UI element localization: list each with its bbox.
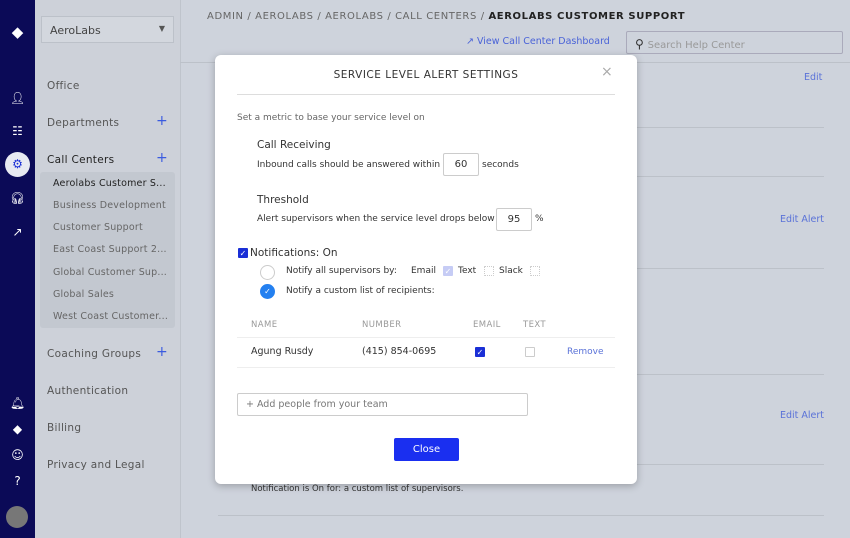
- call-center-item[interactable]: Business Development: [53, 200, 166, 211]
- recipient-text-checkbox[interactable]: [525, 347, 535, 357]
- edit-alert-link[interactable]: Edit Alert: [780, 214, 825, 225]
- text-checkbox[interactable]: [484, 266, 494, 276]
- headset-icon[interactable]: 🎧︎: [9, 191, 26, 205]
- trend-icon[interactable]: ↗: [12, 225, 23, 239]
- settings-sidebar: AeroLabs ▼ Office Departments + Call Cent…: [35, 0, 181, 538]
- company-select[interactable]: AeroLabs ▼: [41, 16, 174, 43]
- threshold-prefix: Alert supervisors when the service level…: [257, 214, 495, 224]
- column-header-number: NUMBER: [362, 320, 402, 330]
- notify-all-radio[interactable]: [260, 265, 275, 280]
- sidebar-item-coaching-groups[interactable]: Coaching Groups: [47, 348, 142, 360]
- recipient-number: (415) 854-0695: [362, 346, 437, 357]
- sidebar-item-authentication[interactable]: Authentication: [47, 385, 129, 397]
- divider: [237, 337, 615, 338]
- sidebar-item-call-centers[interactable]: Call Centers: [47, 154, 115, 166]
- email-option-label: Email: [411, 266, 436, 276]
- breadcrumb-current: AEROLABS CUSTOMER SUPPORT: [488, 11, 686, 22]
- search-icon: ⚲: [635, 37, 648, 51]
- divider: [218, 515, 824, 516]
- recipient-name: Agung Rusdy: [251, 346, 314, 357]
- add-department-icon[interactable]: +: [156, 113, 168, 129]
- percent-label: %: [535, 214, 544, 224]
- call-center-item[interactable]: Global Customer Sup...: [53, 267, 168, 278]
- add-coaching-group-icon[interactable]: +: [156, 344, 168, 360]
- sidebar-item-office[interactable]: Office: [47, 80, 80, 92]
- notify-custom-label: Notify a custom list of recipients:: [286, 286, 435, 296]
- column-header-text: TEXT: [523, 320, 547, 330]
- sidebar-item-departments[interactable]: Departments: [47, 117, 120, 129]
- remove-link[interactable]: Remove: [567, 347, 604, 357]
- divider: [237, 367, 615, 368]
- add-people-input[interactable]: + Add people from your team: [237, 393, 528, 416]
- slack-option-label: Slack: [499, 266, 523, 276]
- column-header-name: NAME: [251, 320, 278, 330]
- logo-icon[interactable]: ◆: [11, 23, 24, 41]
- call-receiving-heading: Call Receiving: [257, 139, 331, 151]
- threshold-input[interactable]: 95: [496, 208, 532, 231]
- breadcrumb: ADMIN / AEROLABS / AEROLABS / CALL CENTE…: [207, 11, 685, 22]
- call-center-item[interactable]: East Coast Support 2...: [53, 244, 167, 255]
- chevron-down-icon: ▼: [158, 24, 165, 33]
- notify-all-label: Notify all supervisors by:: [286, 266, 397, 276]
- sidebar-item-privacy[interactable]: Privacy and Legal: [47, 459, 145, 471]
- office-icon[interactable]: ☷: [12, 124, 23, 138]
- notification-summary: Notification is On for: a custom list of…: [251, 484, 464, 494]
- help-icon[interactable]: ?: [14, 474, 21, 488]
- breadcrumb-path[interactable]: ADMIN / AEROLABS / AEROLABS / CALL CENTE…: [207, 11, 489, 22]
- seconds-label: seconds: [482, 160, 519, 170]
- logo-small-icon[interactable]: ◆: [12, 422, 23, 436]
- call-center-list: Aerolabs Customer S... Business Developm…: [40, 172, 175, 328]
- modal-title: SERVICE LEVEL ALERT SETTINGS: [333, 69, 519, 81]
- call-center-item[interactable]: Aerolabs Customer S...: [53, 178, 166, 189]
- bell-icon[interactable]: 🔔︎: [9, 396, 26, 410]
- smiley-icon[interactable]: ☺: [11, 448, 24, 462]
- service-level-alert-modal: SERVICE LEVEL ALERT SETTINGS × Set a met…: [215, 55, 637, 484]
- add-call-center-icon[interactable]: +: [156, 150, 168, 166]
- search-placeholder: Search Help Center: [647, 40, 745, 51]
- notifications-checkbox[interactable]: ✓: [238, 248, 248, 258]
- user-icon[interactable]: 👤︎: [9, 91, 26, 105]
- recipient-email-checkbox[interactable]: ✓: [475, 347, 485, 357]
- company-name: AeroLabs: [50, 24, 101, 37]
- column-header-email: EMAIL: [473, 320, 501, 330]
- divider: [237, 94, 615, 95]
- answer-seconds-input[interactable]: 60: [443, 153, 479, 176]
- notifications-label: Notifications: On: [250, 247, 338, 259]
- call-center-item[interactable]: Global Sales: [53, 289, 115, 300]
- notify-custom-radio[interactable]: ✓: [260, 284, 275, 299]
- slack-checkbox[interactable]: [530, 266, 540, 276]
- icon-rail: ◆ 👤︎ ☷ ⚙ 🎧︎ ↗ 🔔︎ ◆ ☺ ?: [0, 0, 35, 538]
- sidebar-item-billing[interactable]: Billing: [47, 422, 82, 434]
- avatar[interactable]: [6, 506, 28, 528]
- gear-icon[interactable]: ⚙: [5, 152, 30, 177]
- text-option-label: Text: [458, 266, 477, 276]
- search-input[interactable]: ⚲ Search Help Center: [626, 31, 843, 54]
- call-receiving-prefix: Inbound calls should be answered within: [257, 160, 441, 170]
- edit-link[interactable]: Edit: [804, 72, 823, 83]
- email-checkbox[interactable]: ✓: [443, 266, 453, 276]
- dashboard-link[interactable]: ↗ View Call Center Dashboard: [466, 36, 610, 47]
- close-button[interactable]: Close: [394, 438, 459, 461]
- intro-text: Set a metric to base your service level …: [237, 113, 425, 123]
- call-center-item[interactable]: West Coast Customer...: [53, 311, 169, 322]
- dashboard-link-label: View Call Center Dashboard: [476, 36, 610, 47]
- call-center-item[interactable]: Customer Support: [53, 222, 143, 233]
- trend-icon: ↗: [466, 36, 477, 47]
- close-icon[interactable]: ×: [601, 64, 613, 80]
- edit-alert-link[interactable]: Edit Alert: [780, 410, 825, 421]
- threshold-heading: Threshold: [257, 194, 309, 206]
